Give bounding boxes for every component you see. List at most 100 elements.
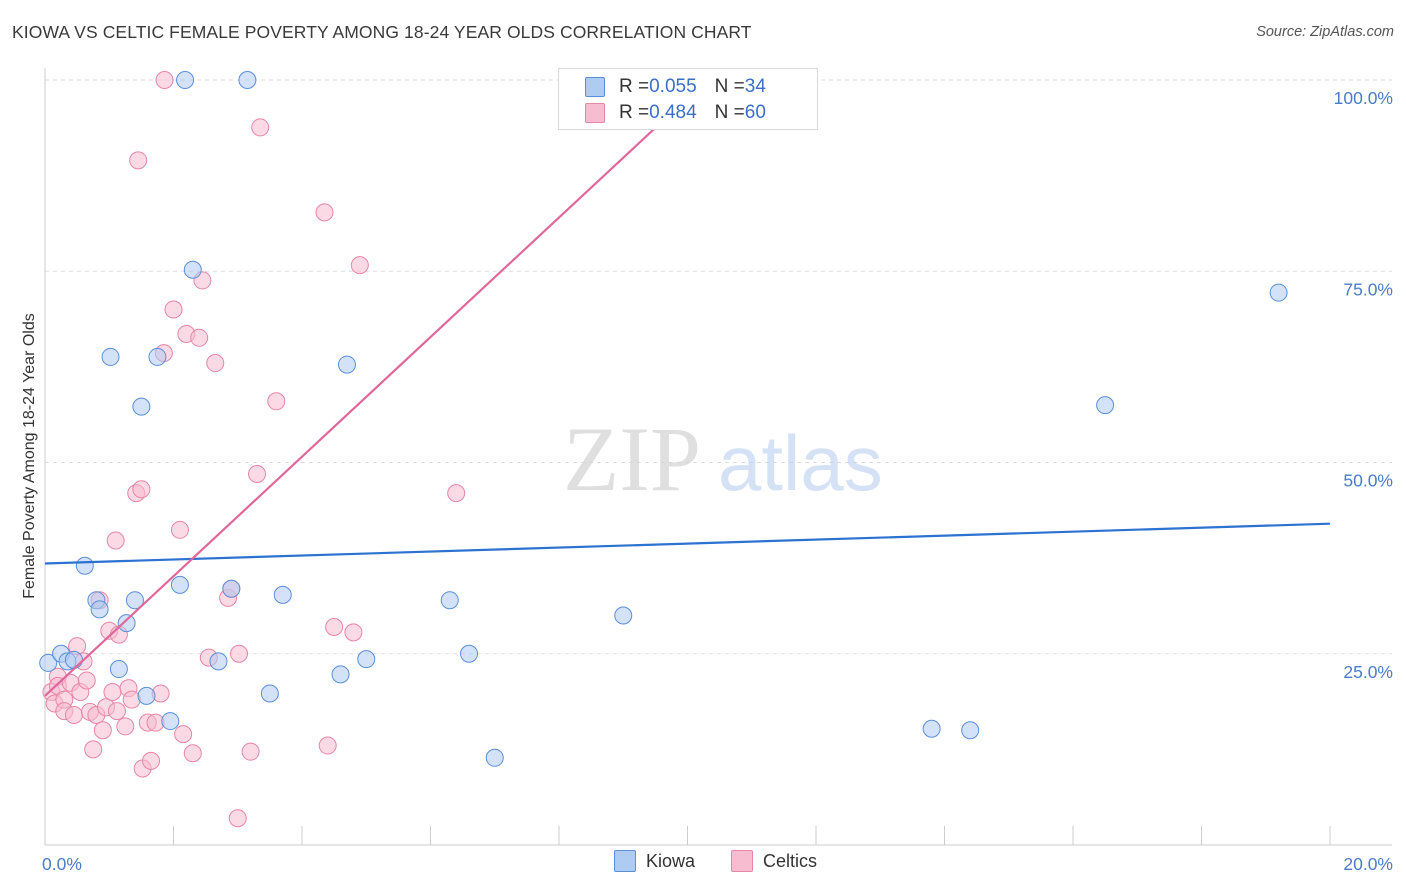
kiowa-point [260,684,279,703]
celtics-point [103,683,122,701]
celtics-point [325,617,344,636]
kiowa-n-label: N = [714,76,745,97]
x-tick-label: 20.0% [1343,854,1393,874]
kiowa-trend-line [44,522,1331,565]
celtics-point [93,721,112,740]
watermark-atlas: atlas [718,419,883,507]
celtics-point [84,740,103,759]
kiowa-point [485,748,504,767]
celtics-point [228,809,247,828]
celtics-point [116,717,135,736]
kiowa-point [170,575,189,594]
legend-row-kiowa: R = 0.055 N = 34 [559,74,766,100]
celtics-point [155,71,174,89]
celtics-point [344,623,363,642]
kiowa-point [39,653,58,672]
axes [44,68,1392,846]
kiowa-r-label: R = [619,76,650,97]
celtics-n-value: 60 [744,102,766,123]
celtics-point [447,484,466,503]
kiowa-legend-swatch [614,850,636,872]
kiowa-point [132,397,151,416]
celtics-points [42,71,581,828]
celtics-point [350,256,369,275]
celtics-point [106,531,125,550]
source-label: Source: ZipAtlas.com [1256,24,1394,40]
watermark-zip: ZIP [563,408,701,510]
celtics-legend-swatch [731,850,753,872]
kiowa-point [1269,283,1288,302]
celtics-point [190,328,209,347]
y-tick-label: 50.0% [1343,471,1393,491]
legend-item-kiowa[interactable]: Kiowa [614,850,695,872]
celtics-n-label: N = [714,102,745,123]
celtics-legend-label: Celtics [763,850,818,871]
kiowa-point [176,71,195,89]
kiowa-legend-label: Kiowa [646,850,696,871]
kiowa-point [137,686,156,705]
kiowa-point [117,614,136,633]
kiowa-point [331,665,350,684]
chart-title: KIOWA VS CELTIC FEMALE POVERTY AMONG 18-… [12,22,752,42]
kiowa-swatch [585,77,605,97]
celtics-point [318,736,337,755]
celtics-r-label: R = [619,102,650,123]
y-tick-label: 25.0% [1343,662,1393,682]
celtics-point [107,702,126,721]
kiowa-point [90,600,109,619]
kiowa-point [125,591,144,610]
celtics-point [164,300,183,319]
kiowa-point [209,652,228,671]
kiowa-point [922,719,941,738]
celtics-point [251,118,270,137]
legend-item-celtics[interactable]: Celtics [731,850,817,872]
y-tick-label: 75.0% [1343,279,1393,299]
celtics-point [315,203,334,222]
celtics-point [241,742,260,761]
kiowa-point [101,347,120,366]
kiowa-point [109,660,128,679]
kiowa-points [39,71,1288,767]
trend-lines [44,79,1331,697]
tick-labels: 25.0% 50.0% 75.0% 100.0% 0.0% 20.0% [42,88,1393,874]
kiowa-point [614,606,633,625]
kiowa-point [273,585,292,604]
celtics-point [64,705,83,724]
celtics-point [170,520,189,539]
kiowa-point [75,556,94,575]
celtics-point [77,671,96,690]
kiowa-point [440,591,459,610]
celtics-swatch [585,103,605,123]
kiowa-point [460,644,479,663]
kiowa-point [961,721,980,740]
gridlines [45,79,1392,655]
legend-row-celtics: R = 0.484 N = 60 [559,100,766,126]
kiowa-point [1096,396,1115,415]
celtics-point [230,644,249,663]
kiowa-point [238,71,257,89]
kiowa-point [161,712,180,731]
stats-legend: R = 0.055 N = 34 R = 0.484 N = 60 [558,68,818,130]
series-legend: Kiowa Celtics [0,850,1406,878]
celtics-point [129,151,148,170]
kiowa-point [64,650,83,669]
celtics-r-value: 0.484 [649,102,697,123]
celtics-point [183,744,202,763]
y-tick-label: 100.0% [1334,88,1393,108]
kiowa-point [337,355,356,374]
celtics-point [206,354,225,373]
kiowa-point [222,579,241,598]
celtics-point [174,725,193,744]
kiowa-point [183,260,202,279]
kiowa-r-value: 0.055 [649,76,697,97]
x-tick-label: 0.0% [42,854,82,874]
kiowa-point [357,650,376,669]
kiowa-point [148,347,167,366]
celtics-trend-line [44,79,708,697]
kiowa-n-value: 34 [744,76,766,97]
celtics-point [122,690,141,709]
celtics-point [132,480,151,499]
celtics-point [142,751,161,770]
celtics-point [248,464,267,483]
